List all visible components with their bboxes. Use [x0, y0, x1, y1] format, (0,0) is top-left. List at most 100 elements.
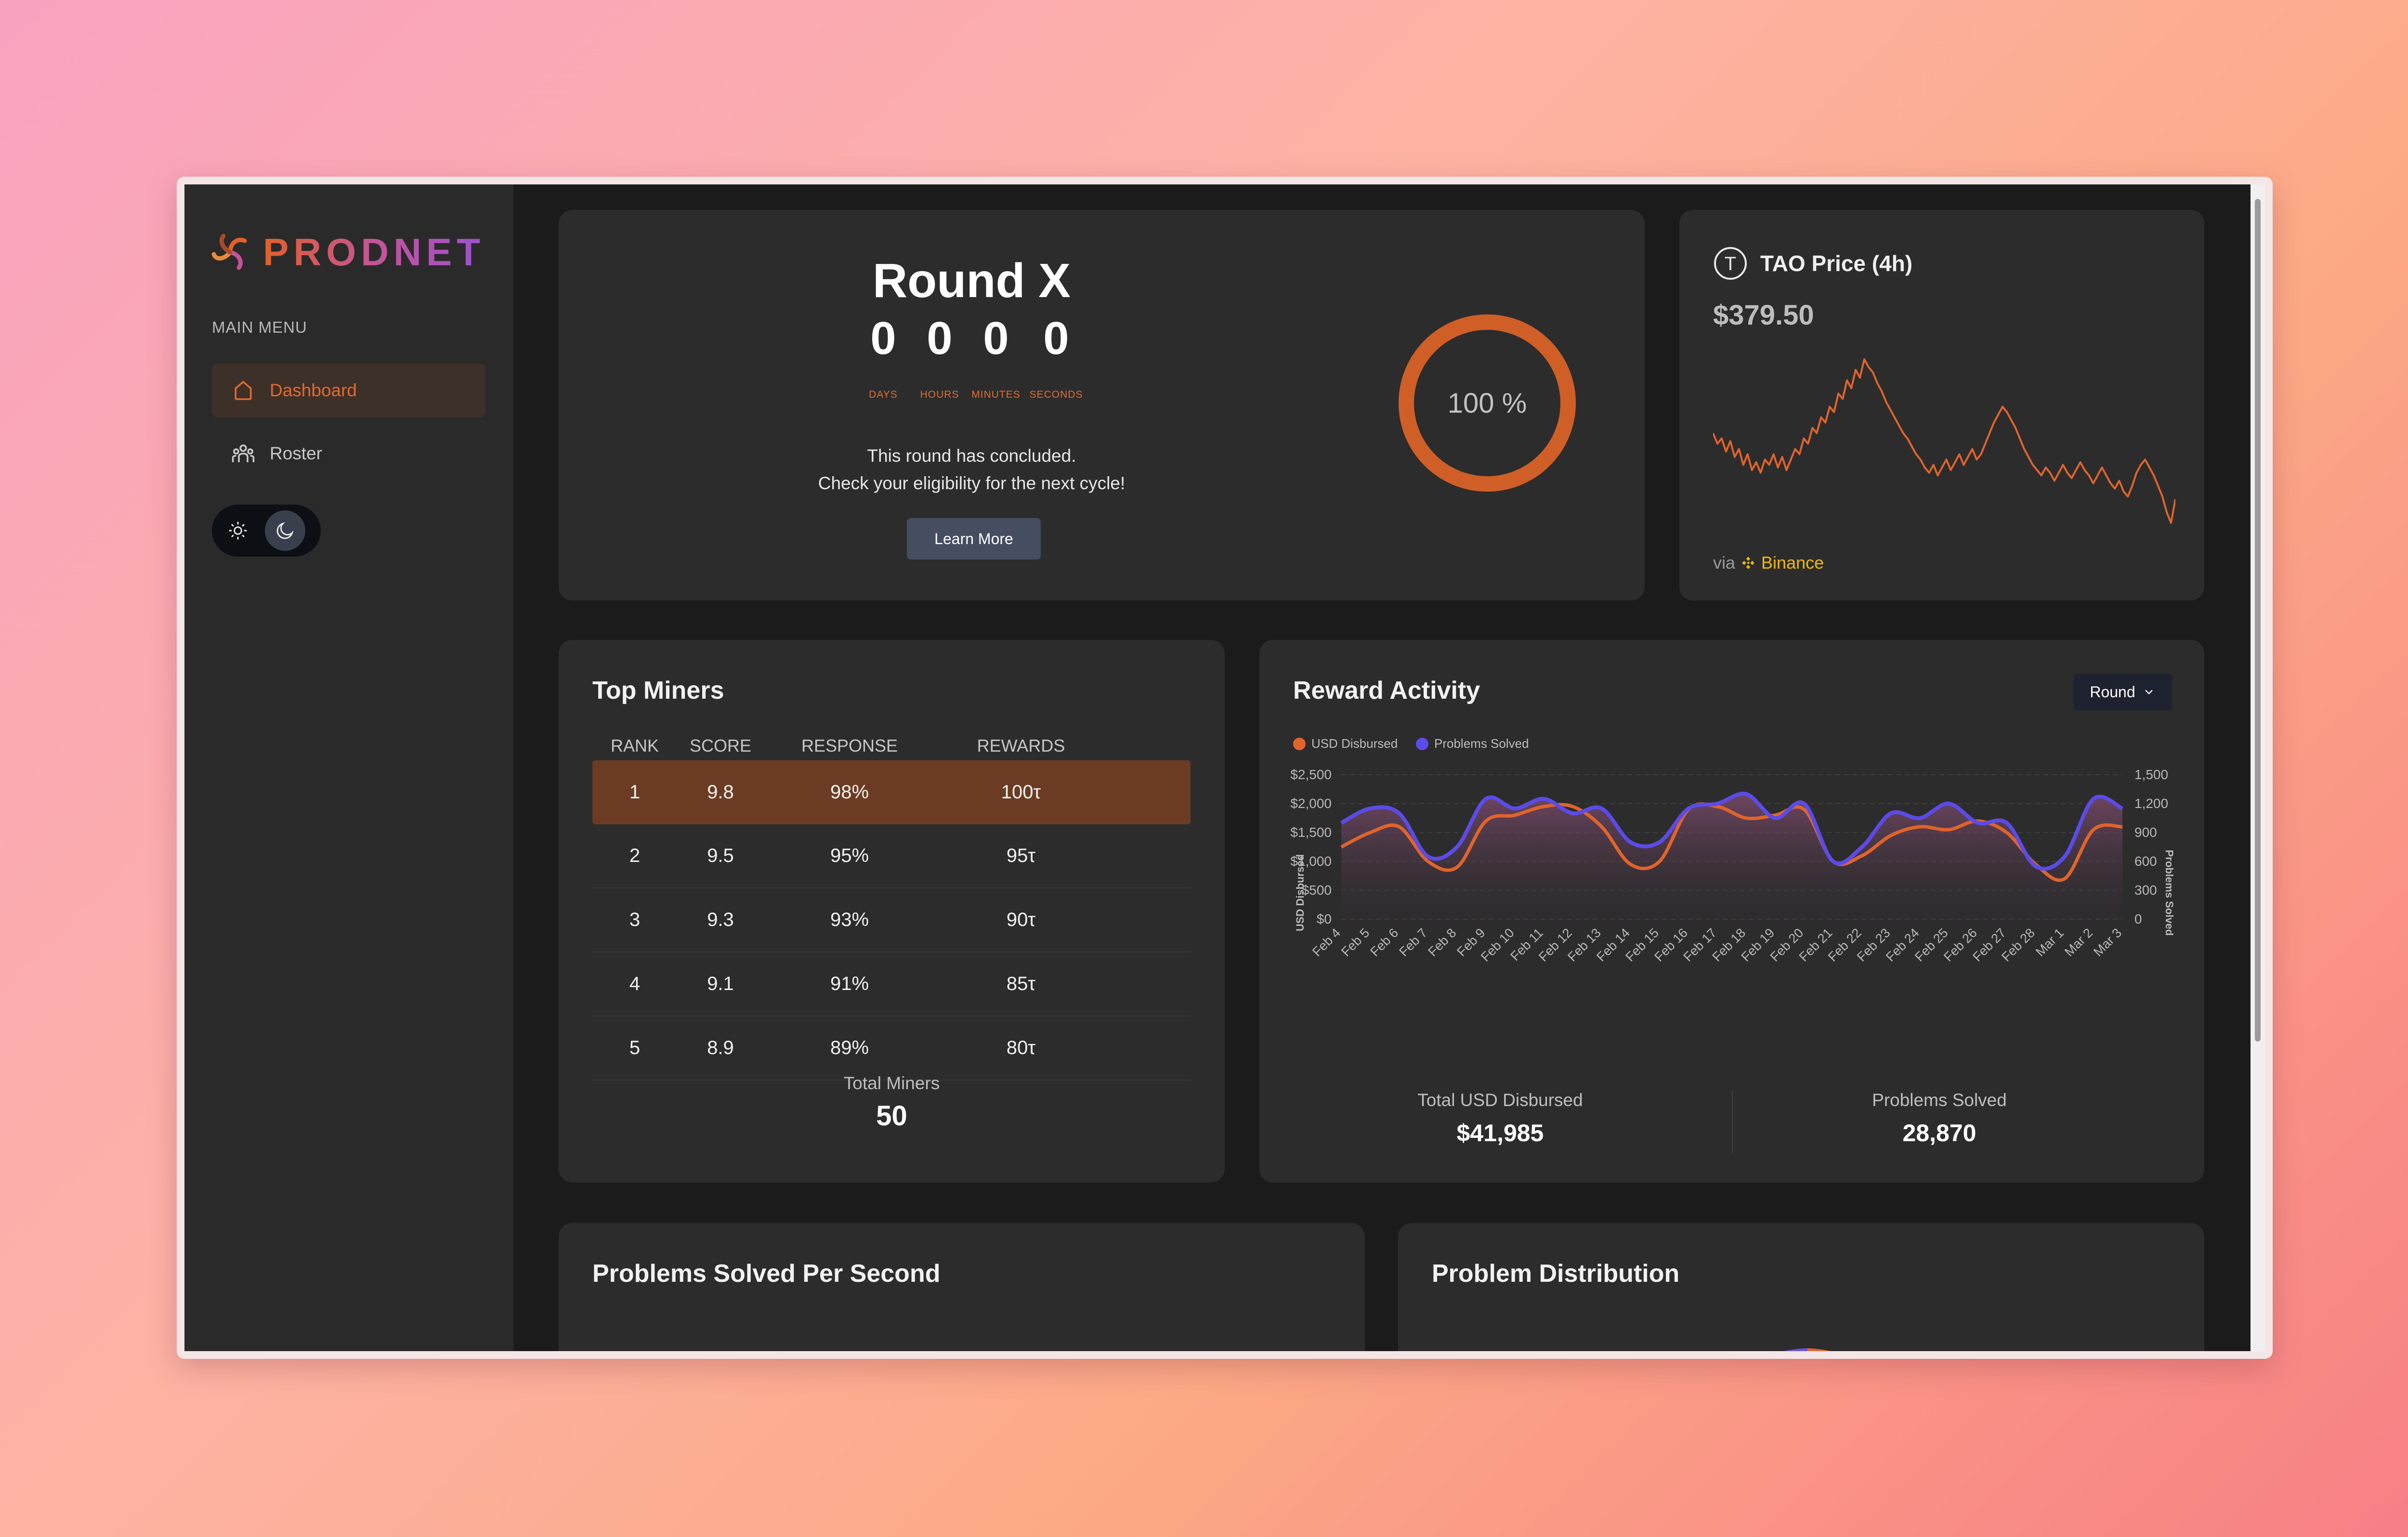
y-tick-label: $2,500: [1290, 767, 1332, 782]
light-mode-option[interactable]: [218, 510, 258, 551]
table-row[interactable]: 2 9.5 95% 95τ: [592, 824, 1191, 888]
series-line-problems-solved: [1340, 792, 2123, 871]
countdown-seconds-label: SECONDS: [1029, 389, 1083, 400]
round-progress-ring: [1399, 314, 1576, 492]
rank-cell: 4: [629, 973, 641, 994]
x-tick-label: Feb 28: [1999, 925, 2038, 964]
top-miners-title: Top Miners: [592, 677, 724, 704]
countdown-hours-label: HOURS: [920, 389, 959, 400]
tao-price-line: [1713, 358, 2175, 524]
logo-icon: [211, 234, 247, 270]
y2-tick-label: 1,200: [2134, 796, 2168, 811]
x-tick-label: Feb 10: [1478, 925, 1517, 964]
round-card: Round X 0 0 0 0 DAYS HOURS MINUTES SECON…: [559, 210, 1645, 600]
price-source: via Binance: [1713, 553, 1824, 573]
miners-table: RANK SCORE RESPONSE REWARDS 1 9.8 98% 10…: [592, 731, 1191, 1081]
tao-header: T TAO Price (4h): [1713, 246, 1912, 281]
round-message-line1: This round has concluded.: [867, 446, 1076, 466]
response-cell: 95%: [830, 845, 869, 866]
response-cell: 98%: [830, 782, 869, 803]
rewards-cell: 95τ: [1006, 845, 1036, 866]
main-menu-title: MAIN MENU: [212, 318, 307, 336]
tao-price: $379.50: [1713, 300, 1814, 331]
sidebar-item-label: Dashboard: [270, 380, 357, 400]
table-row[interactable]: 3 9.3 93% 90τ: [592, 888, 1191, 952]
summary-divider: [1732, 1090, 1733, 1153]
x-tick-label: Feb 7: [1396, 925, 1430, 959]
x-tick-label: Feb 6: [1367, 925, 1401, 959]
x-tick-label: Feb 4: [1309, 925, 1343, 959]
tao-price-card: T TAO Price (4h) $379.50 via Binance: [1679, 210, 2204, 600]
score-cell: 9.1: [707, 973, 734, 994]
tao-title: TAO Price (4h): [1760, 251, 1913, 276]
table-row[interactable]: 1 9.8 98% 100τ: [592, 760, 1191, 824]
problems-solved-label: Problems Solved: [1872, 1090, 2007, 1110]
series-line-usd-disbursed: [1340, 802, 2123, 882]
y-tick-label: $500: [1302, 883, 1332, 898]
table-row[interactable]: 4 9.1 91% 85τ: [592, 952, 1191, 1016]
x-tick-label: Mar 2: [2062, 925, 2095, 959]
pie-slice: [1807, 1348, 1831, 1351]
score-cell: 9.3: [707, 909, 734, 930]
countdown-days: 0: [870, 313, 896, 364]
pie-slice: [1784, 1348, 1807, 1351]
countdown-hours: 0: [927, 313, 953, 364]
total-usd-summary: Total USD Disbursed $41,985: [1356, 1090, 1645, 1147]
total-miners-value: 50: [876, 1100, 907, 1132]
legend-usd-swatch: [1293, 737, 1306, 750]
table-row[interactable]: 5 8.9 89% 80τ: [592, 1016, 1191, 1081]
legend-usd-label: USD Disbursed: [1311, 736, 1398, 751]
legend-problems-swatch: [1416, 737, 1428, 750]
moon-icon: [276, 522, 294, 539]
period-select[interactable]: Round: [2073, 674, 2172, 710]
problem-distribution-title: Problem Distribution: [1432, 1260, 1680, 1288]
response-cell: 93%: [830, 909, 869, 930]
logo[interactable]: PRODNET: [211, 230, 485, 274]
chart-axes: $0 $500 $1,000 $1,500 $2,000 $2,500 0 300 600 900…: [1290, 767, 2168, 926]
total-usd-label: Total USD Disbursed: [1417, 1090, 1583, 1110]
total-miners-label: Total Miners: [843, 1073, 940, 1093]
x-tick-label: Mar 3: [2091, 925, 2124, 959]
y2-axis-label: Problems Solved: [2163, 850, 2175, 936]
scrollbar[interactable]: [2251, 184, 2265, 1351]
home-icon: [235, 380, 252, 400]
countdown-minutes-label: MINUTES: [971, 389, 1021, 400]
countdown-days-label: DAYS: [869, 389, 898, 400]
problem-distribution-card: Problem Distribution: [1398, 1223, 2204, 1351]
sidebar-item-label: Roster: [270, 443, 322, 463]
rewards-cell: 85τ: [1006, 973, 1036, 994]
reward-area: [1341, 794, 2122, 919]
binance-link[interactable]: Binance: [1761, 553, 1824, 573]
score-cell: 9.8: [707, 782, 734, 803]
browser-frame: PRODNET MAIN MENU Dashboard Roster Round…: [177, 177, 2273, 1359]
column-header-rewards: REWARDS: [977, 736, 1065, 755]
scrollbar-thumb[interactable]: [2255, 199, 2261, 1042]
y-tick-label: $2,000: [1290, 796, 1332, 811]
y2-tick-label: 600: [2134, 854, 2157, 869]
y-tick-label: $1,500: [1290, 825, 1332, 840]
score-cell: 9.5: [707, 845, 734, 866]
y2-tick-label: 0: [2134, 912, 2142, 926]
countdown-seconds: 0: [1043, 313, 1069, 364]
column-header-score: SCORE: [689, 736, 752, 755]
round-message-line2: Check your eligibility for the next cycl…: [818, 473, 1125, 493]
y-tick-label: $1,000: [1290, 854, 1332, 869]
tao-price-chart: [1713, 358, 2175, 524]
legend-usd[interactable]: USD Disbursed: [1293, 736, 1398, 751]
column-header-rank: RANK: [610, 736, 659, 755]
rewards-cell: 90τ: [1006, 909, 1036, 930]
x-tick-label: Mar 1: [2033, 925, 2067, 959]
top-miners-card: Top Miners RANK SCORE RESPONSE REWARDS 1…: [559, 640, 1225, 1183]
legend-problems[interactable]: Problems Solved: [1416, 736, 1529, 751]
chevron-down-icon: [2145, 690, 2153, 695]
sidebar-item-dashboard[interactable]: Dashboard: [212, 364, 485, 417]
sidebar-item-roster[interactable]: Roster: [212, 427, 485, 481]
distribution-pie-chart: [1784, 1348, 1831, 1351]
dark-mode-option[interactable]: [265, 510, 305, 551]
learn-more-button[interactable]: Learn More: [907, 518, 1041, 560]
round-progress-text: 100 %: [1447, 387, 1527, 419]
total-usd-value: $41,985: [1456, 1120, 1544, 1146]
theme-toggle[interactable]: [212, 505, 321, 557]
table-header: RANK SCORE RESPONSE REWARDS: [592, 731, 1191, 760]
reward-activity-card: Reward Activity Round USD Disbursed Prob…: [1259, 640, 2204, 1183]
